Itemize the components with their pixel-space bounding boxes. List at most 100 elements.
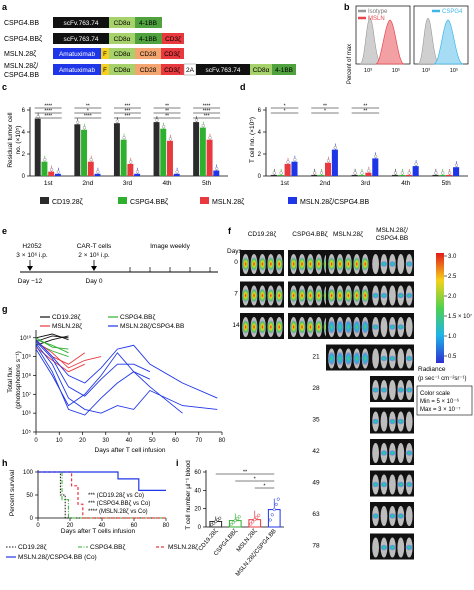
y-ticks: 0 2 4 6 (258, 108, 266, 180)
domain-cd8a (109, 64, 135, 75)
signal (388, 513, 396, 519)
data-point (135, 170, 140, 174)
flux-curves (35, 333, 218, 416)
column-label: MSLN.28ζ/ (376, 227, 408, 234)
panel-a: a CSPG4.BB CSPG4.BBζ MSLN.28ζ MSLN.28ζ/ … (2, 2, 296, 79)
bar (134, 173, 141, 176)
construct-name: CSPG4.BB (4, 72, 39, 79)
bar (365, 172, 372, 176)
y-tick-label: 60 (194, 470, 201, 476)
x-tick-label: 50 (149, 438, 156, 444)
mouse (405, 411, 413, 432)
bar (446, 174, 453, 176)
legend-label: CSPG4 (442, 9, 463, 15)
radiance-label: Radiance (418, 366, 446, 373)
data-point (251, 520, 255, 524)
data-point (454, 163, 459, 167)
domain-label: F (103, 68, 107, 74)
y-ticks: 0 2 4 6 (22, 108, 30, 180)
y-tick-label: 100 (23, 470, 34, 476)
y-tick-label: 2 (258, 152, 262, 158)
signal (328, 257, 336, 271)
signal (397, 387, 405, 393)
signal (336, 320, 344, 334)
data-point (216, 518, 220, 522)
legend-label: CSPG4.BBζ (120, 314, 156, 321)
domain-amatuximab (53, 48, 101, 59)
x-tick-label: 60 (131, 523, 138, 529)
signal (397, 481, 405, 488)
domain-label: CD3ζ (164, 51, 180, 58)
bar (127, 163, 134, 176)
legend-label: CD19.28ζ (52, 314, 81, 321)
day-label: 42 (312, 448, 320, 455)
bar (267, 509, 281, 528)
panel-e: e H2052 3 × 10⁶ i.p. CAR-T cells 2 × 10⁶… (2, 226, 218, 285)
significance-label: **** (44, 109, 52, 115)
domain-label: scFv.763.74 (64, 36, 99, 43)
x-tick-label: 30 (102, 438, 109, 444)
domain-41bb (272, 64, 296, 75)
bar (453, 167, 460, 176)
data-point (214, 519, 218, 524)
data-point (49, 168, 54, 172)
x-tick-label: 70 (195, 438, 202, 444)
data-point (360, 171, 364, 175)
mouse (405, 317, 413, 337)
domain-label: CD28 (140, 67, 157, 74)
bar (113, 123, 120, 176)
x-tick-label: 20 (67, 523, 74, 529)
data-point (168, 137, 172, 141)
y-ticks: 0 50 100 (23, 470, 38, 522)
signal (353, 257, 361, 271)
domain-label: 4-1BB (139, 20, 157, 27)
signal (397, 324, 405, 330)
legend-swatch (200, 197, 209, 204)
domain-cd8a (109, 48, 135, 59)
signal (258, 320, 266, 334)
domain-label: CD8α (114, 20, 131, 27)
data-point (367, 169, 371, 173)
panel-c: c Residual tumor cell no. (×10⁵) 0 2 4 6 1s… (2, 82, 228, 187)
data-point (89, 158, 93, 162)
legend-label: MSLN.28ζ (168, 544, 198, 551)
legend-swatch (288, 197, 297, 204)
arrow-head (91, 266, 97, 271)
x-tick-label: 0 (34, 438, 38, 444)
x-tick-label: 60 (172, 438, 179, 444)
color-scale-text: Min = 5 × 10⁻⁶ (420, 398, 460, 405)
signal (405, 355, 413, 362)
x-tick-label: 80 (219, 438, 226, 444)
domain-label: CD8α (114, 51, 131, 58)
significance-label: **** (84, 114, 92, 120)
significance-label: **** (44, 114, 52, 120)
panel-f: f CD19.28ζ CSPG4.BBζ MSLN.28ζ MSLN.28ζ/ … (227, 226, 473, 560)
signal (397, 513, 405, 519)
x-tick-label: 3rd (361, 180, 371, 187)
bar (213, 170, 220, 176)
significance-label: **** (44, 104, 52, 110)
legend-label: MSLN.28ζ/CSPG4.BB (300, 199, 370, 206)
significance-label: *** (124, 109, 130, 115)
legend-label: MSLN (368, 16, 385, 22)
y-tick-label: 50 (26, 493, 33, 499)
data-point (293, 158, 297, 162)
day-label: 63 (312, 511, 320, 518)
domain-41bb (135, 17, 162, 28)
signal (380, 544, 388, 551)
x-tick-label: 80 (163, 523, 170, 529)
bar (291, 161, 298, 176)
legend-label: CD19.28ζ (52, 199, 83, 206)
bar (206, 139, 213, 176)
signal (275, 320, 283, 334)
data-point (231, 520, 235, 525)
bar (74, 124, 81, 176)
data-point (82, 126, 87, 130)
signal (290, 257, 298, 271)
signal (275, 257, 283, 271)
bar (331, 149, 338, 176)
signal (405, 261, 413, 267)
event-label: CAR-T cells (77, 243, 112, 250)
color-scale-box (416, 385, 473, 416)
mouse (397, 443, 405, 463)
